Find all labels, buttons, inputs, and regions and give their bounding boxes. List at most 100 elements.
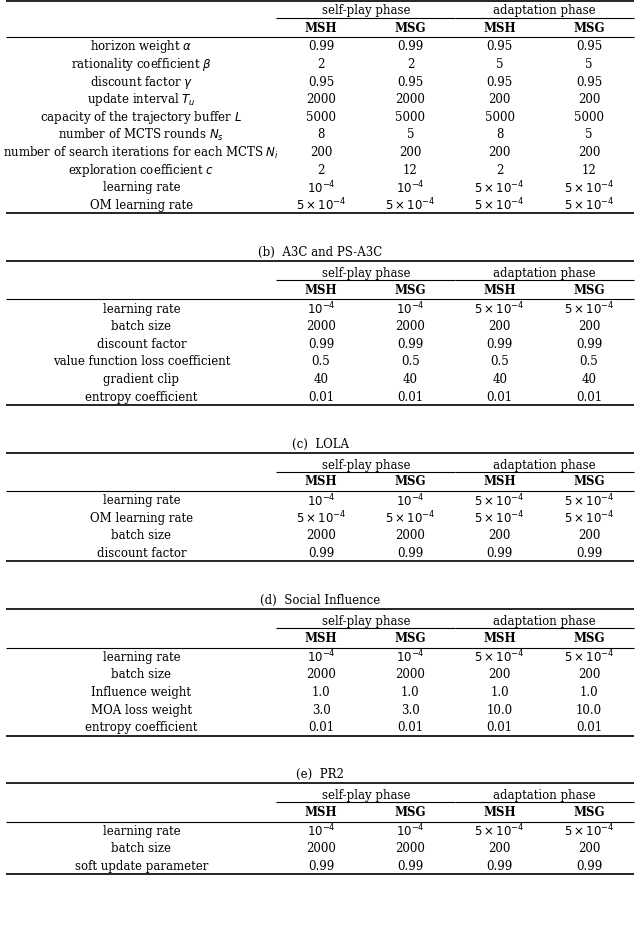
Text: $5 \times 10^{-4}$: $5 \times 10^{-4}$	[385, 197, 436, 214]
Text: 0.95: 0.95	[308, 75, 334, 89]
Text: 5: 5	[406, 129, 414, 142]
Text: 0.01: 0.01	[576, 390, 602, 404]
Text: 40: 40	[492, 373, 507, 386]
Text: 200: 200	[578, 843, 600, 856]
Text: 0.01: 0.01	[397, 390, 424, 404]
Text: 2000: 2000	[306, 668, 336, 682]
Text: 2000: 2000	[396, 529, 426, 543]
Text: 0.99: 0.99	[486, 547, 513, 560]
Text: 0.99: 0.99	[576, 338, 602, 350]
Text: $5 \times 10^{-4}$: $5 \times 10^{-4}$	[564, 823, 614, 840]
Text: 10.0: 10.0	[486, 704, 513, 717]
Text: MSG: MSG	[573, 284, 605, 297]
Text: MSH: MSH	[305, 632, 337, 645]
Text: 0.99: 0.99	[576, 547, 602, 560]
Text: MSH: MSH	[305, 475, 337, 488]
Text: 12: 12	[403, 164, 418, 177]
Text: MSG: MSG	[395, 284, 426, 297]
Text: learning rate: learning rate	[102, 651, 180, 664]
Text: MSG: MSG	[395, 22, 426, 34]
Text: (c)  LOLA: (c) LOLA	[291, 438, 349, 450]
Text: $5 \times 10^{-4}$: $5 \times 10^{-4}$	[385, 510, 436, 526]
Text: discount factor: discount factor	[97, 547, 186, 560]
Text: soft update parameter: soft update parameter	[75, 860, 208, 873]
Text: 0.95: 0.95	[397, 75, 424, 89]
Text: 5000: 5000	[306, 110, 336, 124]
Text: MSG: MSG	[395, 475, 426, 488]
Text: $10^{-4}$: $10^{-4}$	[307, 180, 335, 196]
Text: MSH: MSH	[305, 806, 337, 819]
Text: 0.5: 0.5	[401, 355, 420, 368]
Text: 0.5: 0.5	[490, 355, 509, 368]
Text: $10^{-4}$: $10^{-4}$	[307, 823, 335, 840]
Text: MSG: MSG	[395, 806, 426, 819]
Text: $10^{-4}$: $10^{-4}$	[396, 180, 425, 196]
Text: discount factor: discount factor	[97, 338, 186, 350]
Text: $5 \times 10^{-4}$: $5 \times 10^{-4}$	[474, 180, 525, 196]
Text: update interval $T_u$: update interval $T_u$	[87, 91, 196, 109]
Text: 200: 200	[488, 93, 511, 107]
Text: 3.0: 3.0	[401, 704, 420, 717]
Text: 0.5: 0.5	[580, 355, 598, 368]
Text: MSH: MSH	[305, 284, 337, 297]
Text: $10^{-4}$: $10^{-4}$	[396, 823, 425, 840]
Text: MSG: MSG	[573, 475, 605, 488]
Text: capacity of the trajectory buffer $L$: capacity of the trajectory buffer $L$	[40, 109, 243, 126]
Text: 5000: 5000	[574, 110, 604, 124]
Text: 10.0: 10.0	[576, 704, 602, 717]
Text: $5 \times 10^{-4}$: $5 \times 10^{-4}$	[564, 492, 614, 509]
Text: 200: 200	[488, 146, 511, 159]
Text: 2: 2	[496, 164, 504, 177]
Text: self-play phase: self-play phase	[321, 4, 410, 17]
Text: $5 \times 10^{-4}$: $5 \times 10^{-4}$	[296, 510, 346, 526]
Text: adaptation phase: adaptation phase	[493, 267, 596, 280]
Text: Influence weight: Influence weight	[92, 686, 191, 699]
Text: 200: 200	[488, 843, 511, 856]
Text: adaptation phase: adaptation phase	[493, 615, 596, 628]
Text: MSH: MSH	[483, 284, 516, 297]
Text: batch size: batch size	[111, 843, 172, 856]
Text: MSG: MSG	[573, 806, 605, 819]
Text: 5000: 5000	[396, 110, 426, 124]
Text: batch size: batch size	[111, 668, 172, 682]
Text: $10^{-4}$: $10^{-4}$	[396, 492, 425, 509]
Text: 0.01: 0.01	[486, 722, 513, 734]
Text: learning rate: learning rate	[102, 494, 180, 507]
Text: entropy coefficient: entropy coefficient	[85, 722, 198, 734]
Text: 200: 200	[488, 529, 511, 543]
Text: batch size: batch size	[111, 320, 172, 333]
Text: gradient clip: gradient clip	[104, 373, 179, 386]
Text: 0.99: 0.99	[397, 860, 424, 873]
Text: $5 \times 10^{-4}$: $5 \times 10^{-4}$	[474, 510, 525, 526]
Text: OM learning rate: OM learning rate	[90, 199, 193, 212]
Text: 0.99: 0.99	[308, 40, 334, 53]
Text: 2000: 2000	[306, 320, 336, 333]
Text: learning rate: learning rate	[102, 824, 180, 838]
Text: $10^{-4}$: $10^{-4}$	[307, 301, 335, 317]
Text: batch size: batch size	[111, 529, 172, 543]
Text: $5 \times 10^{-4}$: $5 \times 10^{-4}$	[564, 197, 614, 214]
Text: (d)  Social Influence: (d) Social Influence	[260, 594, 380, 607]
Text: MSH: MSH	[483, 475, 516, 488]
Text: 1.0: 1.0	[401, 686, 420, 699]
Text: self-play phase: self-play phase	[321, 459, 410, 471]
Text: rationality coefficient $\beta$: rationality coefficient $\beta$	[71, 56, 212, 73]
Text: MSH: MSH	[483, 632, 516, 645]
Text: 5: 5	[585, 58, 593, 71]
Text: 200: 200	[578, 320, 600, 333]
Text: 0.99: 0.99	[486, 860, 513, 873]
Text: 1.0: 1.0	[580, 686, 598, 699]
Text: MSG: MSG	[573, 632, 605, 645]
Text: MSH: MSH	[483, 22, 516, 34]
Text: learning rate: learning rate	[102, 303, 180, 315]
Text: $5 \times 10^{-4}$: $5 \times 10^{-4}$	[296, 197, 346, 214]
Text: 200: 200	[399, 146, 422, 159]
Text: 200: 200	[578, 146, 600, 159]
Text: learning rate: learning rate	[102, 181, 180, 194]
Text: $5 \times 10^{-4}$: $5 \times 10^{-4}$	[564, 180, 614, 196]
Text: 200: 200	[578, 668, 600, 682]
Text: $5 \times 10^{-4}$: $5 \times 10^{-4}$	[474, 649, 525, 665]
Text: 2000: 2000	[306, 93, 336, 107]
Text: $10^{-4}$: $10^{-4}$	[396, 649, 425, 665]
Text: $5 \times 10^{-4}$: $5 \times 10^{-4}$	[564, 510, 614, 526]
